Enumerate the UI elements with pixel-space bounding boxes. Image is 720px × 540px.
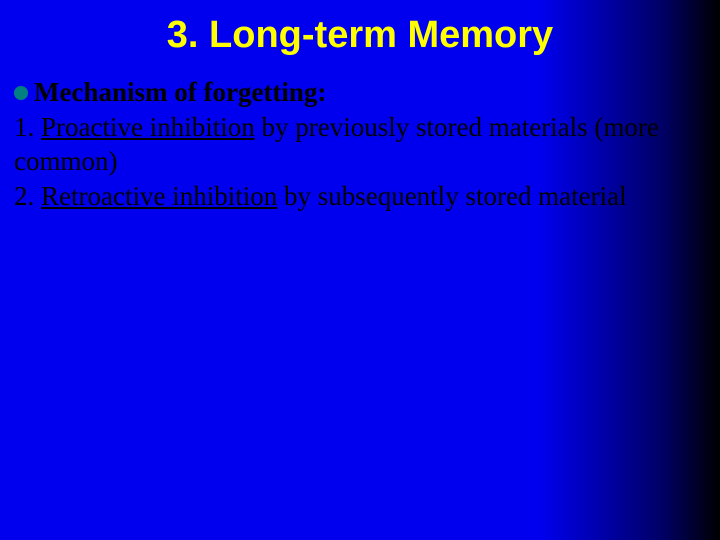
slide-body: Mechanism of forgetting: 1. Proactive in… xyxy=(0,75,720,213)
item-2-rest: by subsequently stored material xyxy=(277,181,626,211)
item-1-prefix: 1. xyxy=(14,112,41,142)
slide: 3. Long-term Memory Mechanism of forgett… xyxy=(0,0,720,540)
item-2-prefix: 2. xyxy=(14,181,41,211)
item-2: 2. Retroactive inhibition by subsequentl… xyxy=(14,179,702,214)
bullet-icon xyxy=(14,86,28,100)
slide-title: 3. Long-term Memory xyxy=(0,0,720,75)
item-2-term: Retroactive inhibition xyxy=(41,181,277,211)
bullet-heading-row: Mechanism of forgetting: xyxy=(14,75,702,110)
item-1: 1. Proactive inhibition by previously st… xyxy=(14,110,702,179)
bullet-heading-text: Mechanism of forgetting: xyxy=(34,77,326,107)
item-1-term: Proactive inhibition xyxy=(41,112,255,142)
